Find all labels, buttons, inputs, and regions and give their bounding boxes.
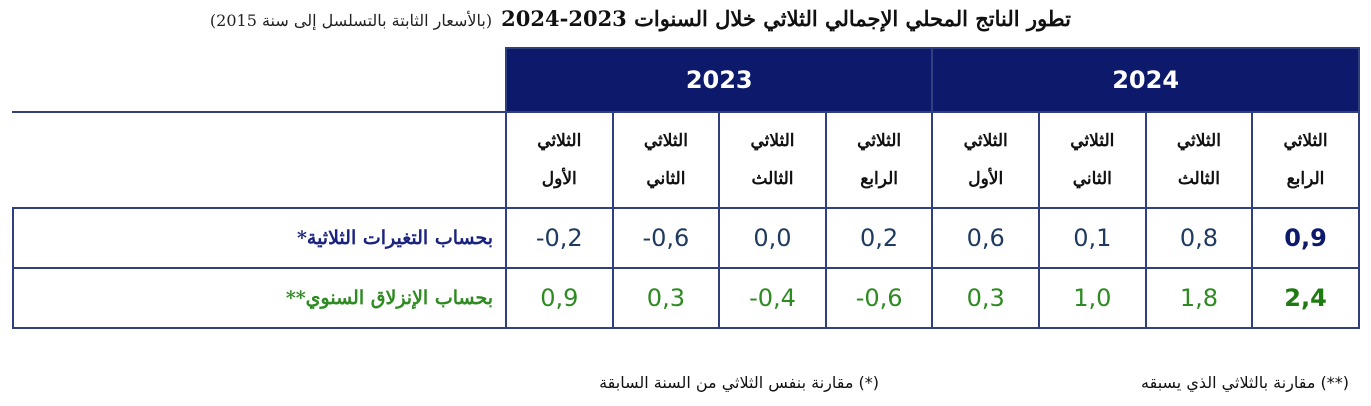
value-cell: 0,3	[931, 267, 1041, 329]
quarter-header: الثلاثي الثالث	[1144, 111, 1254, 209]
year-row: 2023 2024	[13, 47, 1360, 113]
value-cell: 1,0	[1038, 267, 1147, 329]
quarter-line: الأول	[968, 169, 1004, 189]
data-row: بحساب التغيرات الثلاثية* -0,2 -0,6 0,0 0,2 0,…	[12, 207, 1360, 269]
title-line: تطور الناتج المحلي الإجمالي الثلاثي خلال…	[11, 6, 1071, 31]
quarter-line: الثالث	[751, 169, 794, 189]
table-body: 2023 2024 الثلاثي الأول الثلاثي الثاني الثلاثي…	[12, 47, 1360, 329]
quarter-header: الثلاثي الثالث	[718, 111, 827, 209]
table: 2023 2024 الثلاثي الأول الثلاثي الثاني الثلاثي…	[12, 47, 1360, 329]
value-cell: 0,6	[931, 207, 1041, 269]
quarter-header: الثلاثي الرابع	[1251, 111, 1360, 209]
quarter-line: الثلاثي	[1283, 131, 1328, 151]
value-cell: 0,9	[1251, 207, 1360, 269]
quarter-line: الثلاثي	[1070, 131, 1115, 151]
quarter-line: الرابع	[1286, 169, 1325, 189]
value-cell: 0,9	[505, 267, 614, 329]
value-cell: 2,4	[1251, 267, 1360, 329]
value-cell: 0,3	[611, 267, 721, 329]
quarter-line: الثالث	[1177, 169, 1220, 189]
value-cell: 0,8	[1144, 207, 1254, 269]
row-label: بحساب التغيرات الثلاثية*	[12, 207, 507, 269]
blank-cell	[13, 112, 507, 209]
value-cell: 0,2	[824, 207, 934, 269]
value-cell: -0,4	[718, 267, 827, 329]
value-cell: 1,8	[1144, 267, 1254, 329]
row-label: بحساب الإنزلاق السنوي**	[12, 267, 507, 329]
value-cell: -0,6	[611, 207, 721, 269]
blank-cell	[13, 48, 507, 113]
quarter-header: الثلاثي الرابع	[824, 111, 934, 209]
quarter-line: الثاني	[646, 169, 686, 189]
quarter-header: الثلاثي الثاني	[1038, 111, 1147, 209]
quarter-line: الرابع	[860, 169, 898, 189]
quarter-header: الثلاثي الأول	[505, 111, 614, 209]
data-row: بحساب الإنزلاق السنوي** 0,9 0,3 -0,4 -0,6 0,3…	[12, 267, 1360, 329]
value-cell: -0,6	[824, 267, 934, 329]
quarter-line: الثلاثي	[857, 131, 902, 151]
quarter-header: الثلاثي الثاني	[611, 111, 721, 209]
title: تطور الناتج المحلي الإجمالي الثلاثي خلال…	[501, 6, 1071, 31]
quarter-line: الأول	[541, 169, 577, 189]
quarter-line: الثاني	[1072, 169, 1112, 189]
quarter-line: الثلاثي	[750, 131, 795, 151]
year-header: 2023	[504, 47, 934, 113]
quarter-line: الثلاثي	[537, 131, 582, 151]
quarter-line: الثلاثي	[1176, 131, 1221, 151]
footnote: (*) مقارنة بنفس الثلاثي من السنة السابقة	[599, 373, 879, 392]
value-cell: 0,0	[718, 207, 827, 269]
quarter-line: الثلاثي	[643, 131, 688, 151]
value-cell: -0,2	[505, 207, 614, 269]
footnote: (**) مقارنة بالثلاثي الذي يسبقه	[1141, 373, 1349, 392]
quarter-row: الثلاثي الأول الثلاثي الثاني الثلاثي الثالث ال…	[13, 111, 1360, 209]
value-cell: 0,1	[1038, 207, 1147, 269]
quarter-header: الثلاثي الأول	[931, 111, 1041, 209]
year-header: 2024	[931, 47, 1360, 113]
subtitle: (بالأسعار الثابتة بالتسلسل إلى سنة 2015)	[209, 11, 493, 30]
quarter-line: الثلاثي	[963, 131, 1008, 151]
